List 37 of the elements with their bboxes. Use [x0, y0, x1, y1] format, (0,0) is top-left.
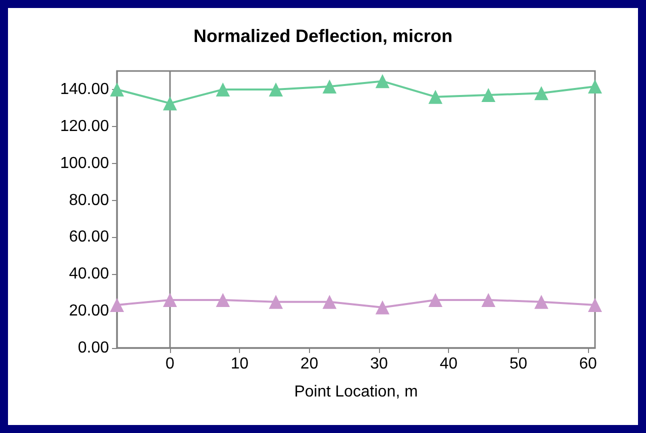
point [268, 294, 283, 309]
point [428, 292, 442, 307]
point [481, 292, 496, 307]
point [162, 96, 177, 110]
y-tick-label: 20.00 [68, 302, 110, 320]
point [534, 86, 548, 100]
chart-title: Normalized Deflection, micron [193, 26, 453, 46]
point [110, 298, 124, 312]
x-tick-label: 50 [509, 356, 528, 372]
point [534, 294, 548, 309]
y-tick-label: 120.00 [60, 118, 110, 135]
x-tick-label: 30 [370, 356, 388, 372]
point [322, 80, 337, 94]
point [216, 82, 230, 96]
point [375, 300, 390, 314]
x-tick-label: 20 [300, 356, 318, 372]
point [588, 80, 602, 94]
point [322, 294, 337, 309]
point [428, 90, 442, 104]
y-tick-label: 0.00 [78, 340, 110, 356]
point [110, 82, 124, 96]
y-tick-label: 100.00 [60, 154, 110, 172]
point [268, 82, 283, 96]
x-tick-label: 60 [579, 356, 598, 372]
point [375, 74, 390, 88]
point [216, 292, 230, 307]
x-tick-label: 0 [166, 356, 175, 372]
x-axis-title: Point Location, m [294, 384, 418, 400]
y-tick-label: 80.00 [68, 192, 110, 209]
y-tick-label: 40.00 [68, 266, 110, 283]
x-tick-label: 40 [440, 356, 458, 372]
x-tick-label: 10 [230, 356, 249, 372]
point [162, 292, 177, 307]
point [588, 298, 602, 312]
y-tick-label: 60.00 [68, 228, 110, 246]
y-tick-label: 140.00 [60, 80, 110, 98]
point [481, 88, 496, 102]
